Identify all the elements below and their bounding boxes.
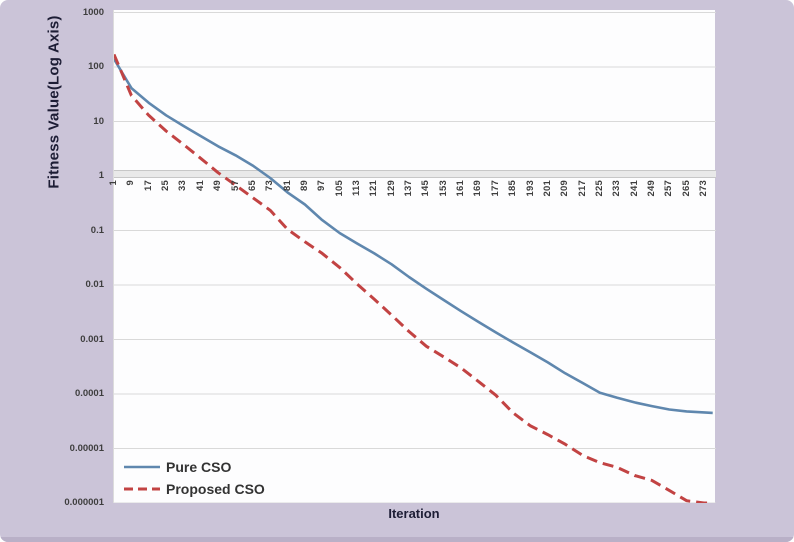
y-tick-label: 100 xyxy=(88,61,104,72)
legend-label-proposed-cso: Proposed CSO xyxy=(166,480,265,497)
y-tick-label: 0.0001 xyxy=(74,388,104,399)
legend-item-proposed-cso: Proposed CSO xyxy=(124,479,265,498)
y-tick-label: 0.01 xyxy=(85,279,105,290)
proposed-cso-line-sample xyxy=(124,487,160,490)
y-axis-tick-labels: 1000 100 10 1 0.1 0.01 0.001 0.0001 0.00001 0.000… xyxy=(0,6,107,509)
pure-cso-line-sample xyxy=(124,465,160,468)
y-tick-label: 1000 xyxy=(82,6,104,18)
y-tick-label: 1 xyxy=(98,170,104,181)
bottom-edge-shadow xyxy=(0,537,794,542)
y-tick-label: 0.001 xyxy=(80,333,104,345)
legend-item-pure-cso: Pure CSO xyxy=(124,457,265,476)
y-tick-label: 0.00001 xyxy=(69,442,104,454)
x-axis-title: Iteration xyxy=(388,506,440,521)
legend: Pure CSO Proposed CSO xyxy=(124,457,265,498)
y-tick-label: 10 xyxy=(93,115,104,127)
chart-canvas xyxy=(114,12,716,503)
y-tick-label: 0.000001 xyxy=(64,497,104,508)
plot-area: 1 9 17 25 33 41 49 57 65 73 81 89 97 105 113 121 129 137 1… xyxy=(108,10,716,503)
legend-label-pure-cso: Pure CSO xyxy=(166,458,232,475)
y-tick-label: 0.1 xyxy=(90,224,104,236)
